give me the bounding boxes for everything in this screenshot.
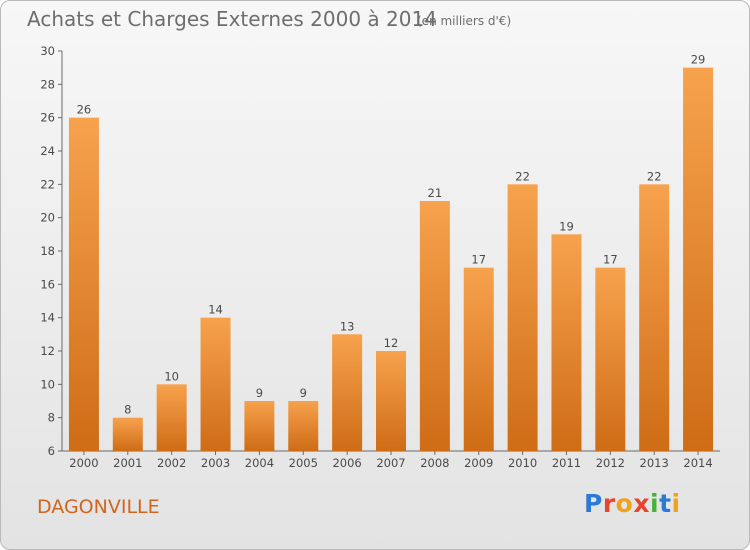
bar [463, 267, 494, 451]
y-tick-label: 16 [40, 277, 55, 291]
y-tick-label: 30 [40, 44, 55, 58]
x-tick-label: 2005 [289, 456, 318, 470]
bar-value-label: 21 [428, 186, 443, 200]
bar [683, 67, 714, 452]
x-tick-label: 2011 [552, 456, 581, 470]
bar-value-label: 19 [559, 219, 574, 233]
proxiti-logo: Proxiti [584, 489, 681, 518]
bars [68, 67, 714, 452]
bar-value-label: 22 [515, 169, 530, 183]
y-tick-label: 14 [40, 311, 55, 325]
y-tick-label: 22 [40, 177, 55, 191]
x-tick-label: 2006 [332, 456, 361, 470]
x-tick-label: 2013 [640, 456, 669, 470]
town-name: DAGONVILLE [37, 496, 160, 518]
y-tick-label: 10 [40, 377, 55, 391]
y-tick-label: 26 [40, 111, 55, 125]
x-tick-label: 2009 [464, 456, 493, 470]
x-tick-label: 2008 [420, 456, 449, 470]
x-tick-label: 2014 [683, 456, 712, 470]
bar-value-label: 17 [603, 253, 618, 267]
bar [376, 351, 406, 451]
bar [551, 234, 582, 451]
bar-value-label: 22 [647, 169, 662, 183]
x-tick-label: 2000 [69, 456, 98, 470]
bar [595, 267, 626, 451]
bar-value-label: 13 [340, 319, 355, 333]
bar-value-label: 26 [77, 103, 92, 117]
bar [112, 417, 143, 451]
bar [507, 184, 538, 452]
bar [156, 384, 187, 451]
bar [332, 334, 363, 451]
bar-value-label: 14 [208, 303, 223, 317]
bar-value-label: 9 [256, 386, 263, 400]
bar [200, 317, 231, 451]
bar [288, 401, 319, 451]
y-tick-label: 8 [48, 411, 55, 425]
bar-value-label: 10 [164, 369, 179, 383]
x-tick-label: 2007 [376, 456, 405, 470]
bar [68, 117, 99, 452]
chart-title: Achats et Charges Externes 2000 à 2014 [27, 7, 437, 31]
y-tick-label: 24 [40, 144, 55, 158]
bar-value-label: 29 [691, 53, 706, 67]
bar-value-label: 17 [471, 253, 486, 267]
y-tick-label: 18 [40, 244, 55, 258]
y-tick-label: 12 [40, 344, 55, 358]
y-tick-label: 6 [48, 444, 55, 458]
y-tick-label: 20 [40, 211, 55, 225]
y-tick-label: 28 [40, 77, 55, 91]
chart-unit: (en milliers d'€) [417, 14, 512, 28]
x-tick-label: 2001 [113, 456, 142, 470]
bar-value-label: 8 [124, 403, 131, 417]
bar [244, 401, 275, 451]
x-tick-label: 2003 [201, 456, 230, 470]
x-tick-label: 2010 [508, 456, 537, 470]
x-tick-label: 2012 [596, 456, 625, 470]
axes: 6 8 10 12 14 16 18 20 22 24 26 28 30 2000 2001 2002 2003… [40, 44, 720, 470]
bar-value-label: 12 [384, 336, 399, 350]
bar-value-label: 9 [300, 386, 307, 400]
x-tick-label: 2002 [157, 456, 186, 470]
x-tick-label: 2004 [245, 456, 274, 470]
bar [639, 184, 670, 452]
bar [419, 201, 450, 451]
value-labels: 26 8 10 14 9 9 13 12 21 17 22 19 17 22 29 [77, 53, 706, 417]
